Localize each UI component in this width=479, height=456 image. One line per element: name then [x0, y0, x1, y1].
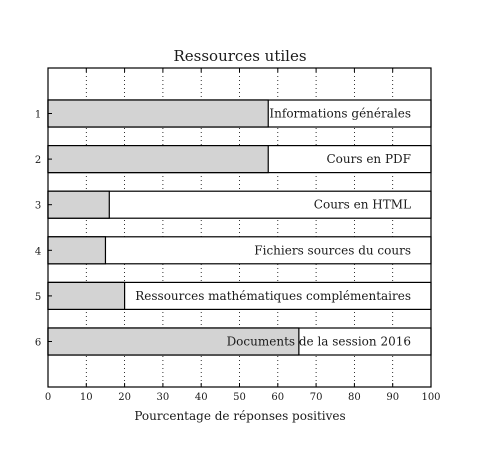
bar — [47, 281, 126, 310]
bar-background — [47, 190, 432, 219]
bar — [47, 145, 269, 174]
bar — [47, 99, 269, 128]
bar-label: Ressources mathématiques complémentaires — [135, 289, 411, 303]
y-tick-label: 4 — [35, 246, 41, 257]
bar — [47, 327, 300, 356]
bar-label: Documents de la session 2016 — [227, 335, 411, 349]
x-tick-label: 40 — [195, 392, 208, 403]
y-axis: 1 2 3 4 5 6 — [35, 110, 52, 349]
y-tick-label: 5 — [35, 292, 41, 303]
x-tick-label: 70 — [310, 392, 323, 403]
y-tick-label: 3 — [35, 201, 41, 212]
x-tick-label: 50 — [233, 392, 246, 403]
y-tick-label: 1 — [35, 110, 41, 121]
bars: Informations générales Cours en PDF Cours … — [47, 99, 432, 356]
x-tick-label: 20 — [118, 392, 131, 403]
x-axis: 0 10 20 30 40 50 60 70 80 90 100 — [45, 68, 441, 403]
x-tick-label: 30 — [157, 392, 170, 403]
y-tick-label: 6 — [35, 338, 41, 349]
x-axis-label: Pourcentage de réponses positives — [134, 409, 345, 423]
x-tick-label: 0 — [45, 392, 51, 403]
bar-label: Informations générales — [269, 107, 411, 121]
x-tick-label: 80 — [348, 392, 361, 403]
bar-label: Fichiers sources du cours — [254, 243, 411, 257]
x-tick-label: 90 — [386, 392, 399, 403]
y-tick-label: 2 — [35, 155, 41, 166]
bar-label: Cours en HTML — [314, 198, 411, 212]
bar-background — [47, 236, 432, 265]
chart-title: Ressources utiles — [173, 47, 306, 65]
bar-label: Cours en PDF — [326, 152, 411, 166]
bar — [47, 190, 110, 219]
x-tick-label: 60 — [271, 392, 284, 403]
bar — [47, 236, 107, 265]
x-tick-label: 10 — [80, 392, 93, 403]
x-tick-label: 100 — [421, 392, 440, 403]
